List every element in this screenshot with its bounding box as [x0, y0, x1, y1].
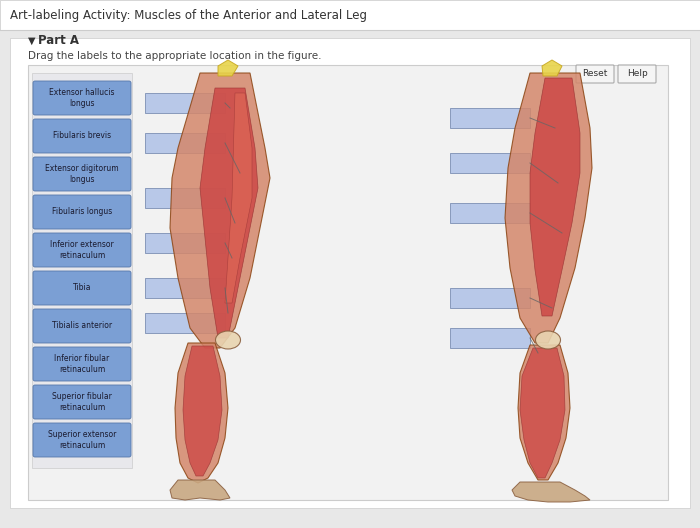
- FancyBboxPatch shape: [33, 385, 131, 419]
- FancyBboxPatch shape: [145, 278, 225, 298]
- Text: Superior extensor
retinaculum: Superior extensor retinaculum: [48, 430, 116, 450]
- Polygon shape: [170, 480, 230, 500]
- Text: Superior fibular
retinaculum: Superior fibular retinaculum: [52, 392, 112, 412]
- Polygon shape: [542, 60, 562, 76]
- Polygon shape: [218, 60, 238, 76]
- Text: Extensor hallucis
longus: Extensor hallucis longus: [49, 88, 115, 108]
- Polygon shape: [200, 88, 258, 338]
- Polygon shape: [225, 93, 252, 303]
- Text: Tibia: Tibia: [73, 284, 91, 293]
- Text: Fibularis longus: Fibularis longus: [52, 208, 112, 216]
- FancyBboxPatch shape: [33, 195, 131, 229]
- Text: Inferior extensor
retinaculum: Inferior extensor retinaculum: [50, 240, 114, 260]
- Polygon shape: [520, 348, 565, 478]
- Text: Part A: Part A: [38, 34, 79, 48]
- Polygon shape: [512, 482, 590, 502]
- FancyBboxPatch shape: [33, 347, 131, 381]
- Text: Extensor digitorum
longus: Extensor digitorum longus: [46, 164, 119, 184]
- FancyBboxPatch shape: [33, 423, 131, 457]
- Text: Fibularis brevis: Fibularis brevis: [53, 131, 111, 140]
- FancyBboxPatch shape: [145, 93, 225, 113]
- FancyBboxPatch shape: [33, 81, 131, 115]
- Text: Tibialis anterior: Tibialis anterior: [52, 322, 112, 331]
- Text: Drag the labels to the appropriate location in the figure.: Drag the labels to the appropriate locat…: [28, 51, 321, 61]
- Text: ▼: ▼: [28, 36, 36, 46]
- FancyBboxPatch shape: [145, 313, 225, 333]
- FancyBboxPatch shape: [450, 203, 530, 223]
- Polygon shape: [530, 78, 580, 316]
- FancyBboxPatch shape: [10, 38, 690, 508]
- FancyBboxPatch shape: [145, 188, 225, 208]
- FancyBboxPatch shape: [33, 233, 131, 267]
- FancyBboxPatch shape: [33, 309, 131, 343]
- FancyBboxPatch shape: [145, 133, 225, 153]
- Polygon shape: [175, 343, 228, 483]
- Ellipse shape: [536, 331, 561, 349]
- Ellipse shape: [216, 331, 241, 349]
- FancyBboxPatch shape: [33, 119, 131, 153]
- FancyBboxPatch shape: [450, 288, 530, 308]
- FancyBboxPatch shape: [145, 233, 225, 253]
- FancyBboxPatch shape: [0, 0, 700, 30]
- Polygon shape: [183, 346, 222, 476]
- FancyBboxPatch shape: [450, 153, 530, 173]
- Text: Help: Help: [626, 70, 648, 79]
- Text: Inferior fibular
retinaculum: Inferior fibular retinaculum: [55, 354, 110, 374]
- FancyBboxPatch shape: [28, 65, 668, 500]
- Text: Art-labeling Activity: Muscles of the Anterior and Lateral Leg: Art-labeling Activity: Muscles of the An…: [10, 8, 367, 22]
- Polygon shape: [518, 345, 570, 480]
- FancyBboxPatch shape: [33, 271, 131, 305]
- Text: Reset: Reset: [582, 70, 608, 79]
- FancyBboxPatch shape: [32, 73, 132, 468]
- FancyBboxPatch shape: [618, 65, 656, 83]
- Polygon shape: [505, 73, 592, 343]
- FancyBboxPatch shape: [576, 65, 614, 83]
- FancyBboxPatch shape: [33, 157, 131, 191]
- Polygon shape: [170, 73, 270, 348]
- FancyBboxPatch shape: [450, 108, 530, 128]
- FancyBboxPatch shape: [450, 328, 530, 348]
